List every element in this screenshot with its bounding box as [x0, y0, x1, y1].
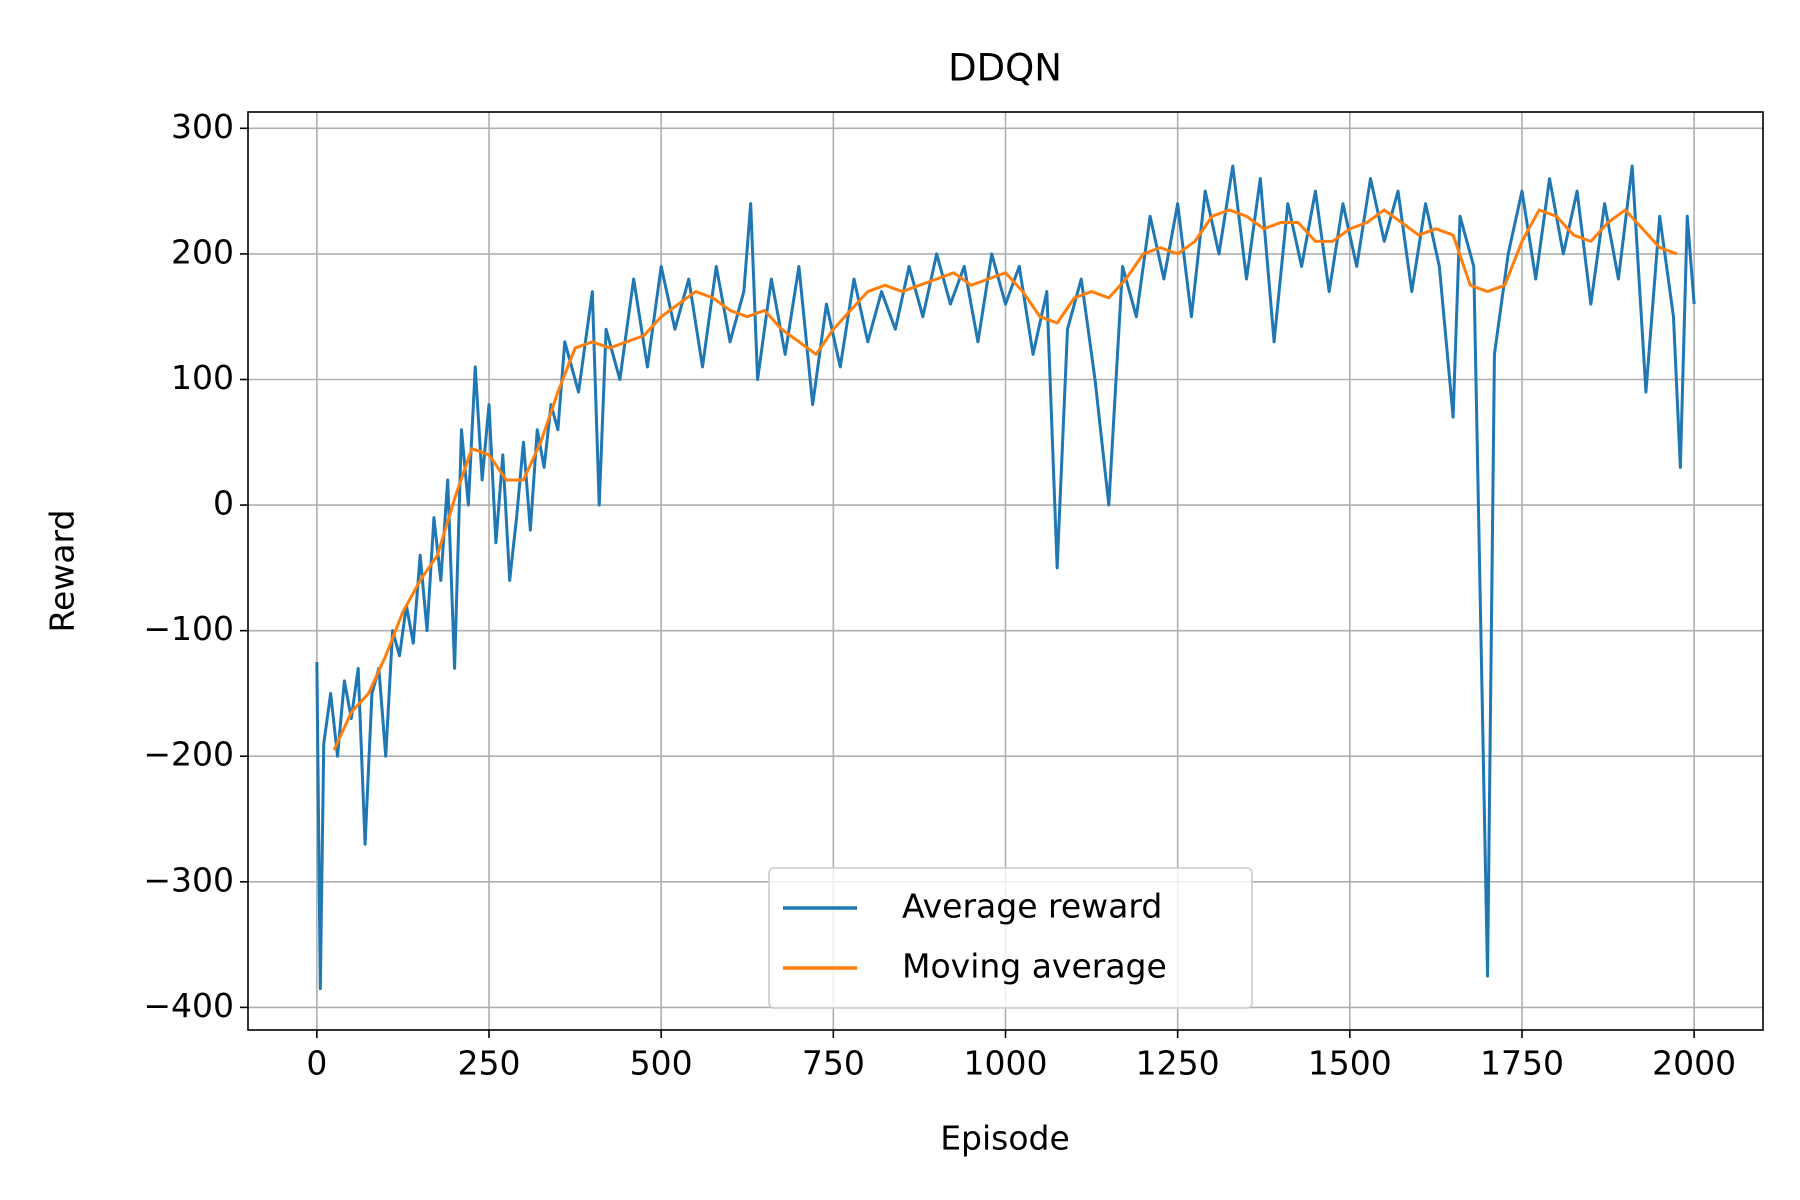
y-axis-label: Reward [43, 510, 82, 633]
x-tick-label: 500 [630, 1044, 693, 1083]
chart-title: DDQN [948, 47, 1062, 90]
x-tick-label: 750 [802, 1044, 865, 1083]
y-tick-label: −400 [143, 986, 234, 1025]
x-tick-label: 0 [306, 1044, 327, 1083]
legend-box [768, 867, 1253, 1009]
y-tick-label: −200 [143, 735, 234, 774]
x-axis-label: Episode [940, 1119, 1070, 1158]
series-line [315, 164, 1696, 991]
x-tick-label: 250 [458, 1044, 521, 1083]
x-tick-label: 1750 [1480, 1044, 1564, 1083]
y-tick-label: 0 [213, 484, 234, 523]
y-tick-label: 200 [171, 232, 234, 271]
series-line [332, 208, 1678, 751]
legend-label: Average reward [902, 887, 1162, 926]
x-tick-label: 1250 [1136, 1044, 1220, 1083]
x-tick-label: 1500 [1308, 1044, 1392, 1083]
y-tick-label: −100 [143, 609, 234, 648]
y-tick-label: 300 [171, 107, 234, 146]
y-tick-label: 100 [171, 358, 234, 397]
x-tick-label: 1000 [964, 1044, 1048, 1083]
legend-label: Moving average [902, 947, 1167, 986]
plot-frame [247, 111, 1764, 1031]
y-tick-label: −300 [143, 860, 234, 899]
x-tick-label: 2000 [1652, 1044, 1736, 1083]
